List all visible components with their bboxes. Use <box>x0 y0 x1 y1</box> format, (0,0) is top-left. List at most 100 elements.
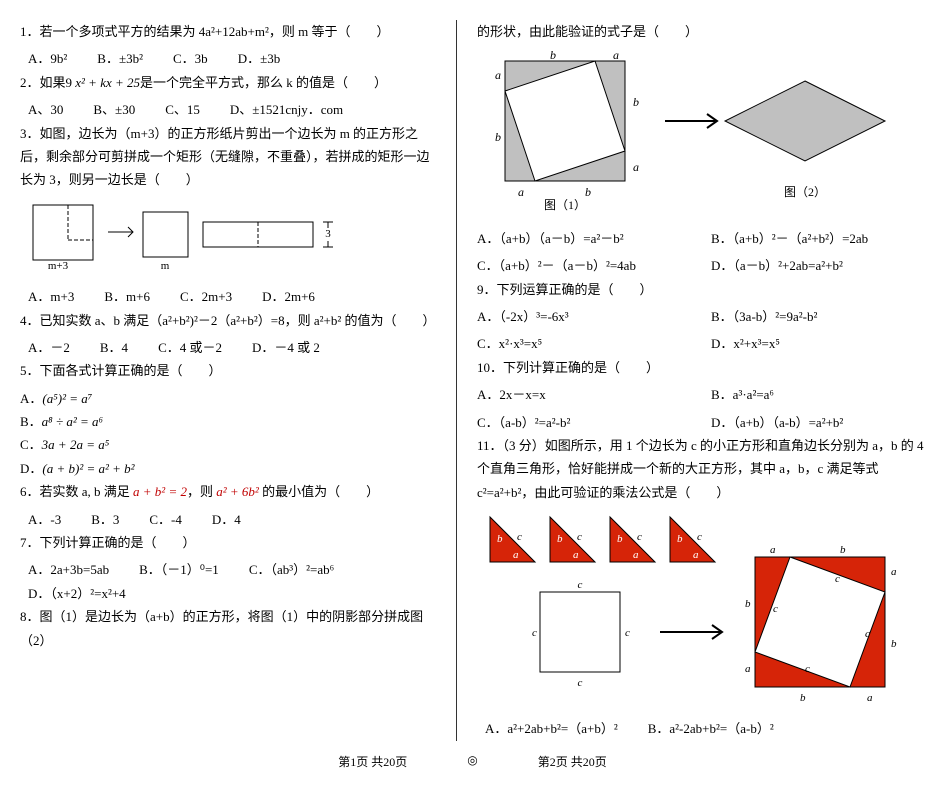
q6-options: A．-3 B．3 C．-4 D．4 <box>28 508 436 531</box>
q9-text: 9．下列运算正确的是（ ） <box>477 278 925 301</box>
q9-opt-a: A．（-2x）³=-6x³ <box>477 305 691 328</box>
svg-text:c: c <box>697 531 702 543</box>
q1-opt-c: C．3b <box>173 47 208 70</box>
q6-opt-c: C．-4 <box>149 508 182 531</box>
svg-text:b: b <box>585 185 591 199</box>
svg-text:a: a <box>867 692 873 702</box>
q7-opt-b: B．（－1）⁰=1 <box>139 558 219 581</box>
q8-options: A．（a+b）（a－b）=a²－b² B．（a+b）²－（a²+b²）=2ab … <box>477 227 925 278</box>
q4-opt-a: A．－2 <box>28 336 70 359</box>
q3-opt-b: B．m+6 <box>104 285 150 308</box>
svg-text:b: b <box>891 638 897 650</box>
svg-text:a: a <box>891 566 897 578</box>
q8-continued: 的形状，由此能验证的式子是（ ） <box>477 20 925 43</box>
svg-text:c: c <box>865 628 870 640</box>
svg-text:a: a <box>745 663 751 675</box>
q2-options: A、30 B、±30 C、15 D、±1521cnjy．com <box>28 98 436 121</box>
q1-options: A．9b² B．±3b² C．3b D．±3b <box>28 47 436 70</box>
q8-figure: a b b a b a a b 图（1） 图（2） <box>485 51 925 218</box>
svg-text:c: c <box>532 627 537 639</box>
q7-text: 7．下列计算正确的是（ ） <box>20 531 436 554</box>
q1-text: 1．若一个多项式平方的结果为 4a²+12ab+m²，则 m 等于（ ） <box>20 20 436 43</box>
column-divider <box>456 20 457 741</box>
svg-text:b: b <box>617 533 623 545</box>
svg-text:c: c <box>835 573 840 585</box>
svg-text:b: b <box>497 533 503 545</box>
label-m: m <box>161 260 170 270</box>
q1-opt-d: D．±3b <box>238 47 281 70</box>
q11-opt-b: B．a²-2ab+b²=（a-b）² <box>648 717 774 740</box>
q2-text: 2．如果9 x² + kx + 25是一个完全平方式，那么 k 的值是（ ） <box>20 71 436 94</box>
q11-figure: b a c b a c b a c b <box>485 512 925 709</box>
q5-text: 5．下面各式计算正确的是（ ） <box>20 359 436 382</box>
svg-text:a: a <box>518 185 524 199</box>
q8-text: 8．图（1）是边长为（a+b）的正方形，将图（1）中的阴影部分拼成图（2） <box>20 605 436 652</box>
svg-text:b: b <box>745 598 751 610</box>
q6-text: 6．若实数 a, b 满足 a + b² = 2，则 a² + 6b² 的最小值… <box>20 480 436 503</box>
svg-text:a: a <box>613 51 619 62</box>
svg-text:a: a <box>770 544 776 556</box>
q5-opt-a: A．(a⁵)² = a⁷ <box>20 387 436 410</box>
q7-opt-c: C．（ab³）²=ab⁶ <box>249 558 334 581</box>
footer-left: 第1页 共20页 <box>20 753 467 770</box>
q1-opt-b: B．±3b² <box>97 47 143 70</box>
q4-opt-c: C．4 或－2 <box>158 336 222 359</box>
q5-opt-c: C．3a + 2a = a⁵ <box>20 433 436 456</box>
svg-text:b: b <box>677 533 683 545</box>
label-3: 3 <box>325 228 331 240</box>
label-m3: m+3 <box>48 260 69 270</box>
q7-opt-d: D．（x+2）²=x²+4 <box>28 582 126 605</box>
svg-text:c: c <box>625 627 630 639</box>
svg-text:a: a <box>693 549 699 561</box>
q10-opt-d: D．（a+b）（a-b）=a²+b² <box>711 411 925 434</box>
q11-opt-a: A．a²+2ab+b²=（a+b）² <box>485 717 618 740</box>
q3-figure: m+3 m 3 <box>28 200 436 277</box>
svg-text:a: a <box>633 160 639 174</box>
svg-text:c: c <box>805 663 810 675</box>
footer-right: 第2页 共20页 <box>478 753 925 770</box>
svg-text:b: b <box>495 130 501 144</box>
svg-text:a: a <box>495 68 501 82</box>
q8-opt-b: B．（a+b）²－（a²+b²）=2ab <box>711 227 925 250</box>
q11-text: 11．（3 分）如图所示，用 1 个边长为 c 的小正方形和直角边长分别为 a，… <box>477 434 925 504</box>
svg-text:图（1）: 图（1） <box>544 198 586 211</box>
q9-opt-d: D．x²+x³=x⁵ <box>711 332 925 355</box>
q5-opt-b: B．a⁸ ÷ a² = a⁶ <box>20 410 436 433</box>
svg-text:图（2）: 图（2） <box>784 185 826 199</box>
q10-opt-b: B．a³·a²=a⁶ <box>711 383 925 406</box>
q8-opt-d: D．（a－b）²+2ab=a²+b² <box>711 254 925 277</box>
q11-options: A．a²+2ab+b²=（a+b）² B．a²-2ab+b²=（a-b）² <box>485 717 925 740</box>
svg-text:a: a <box>513 549 519 561</box>
q10-opt-c: C．（a-b）²=a²-b² <box>477 411 691 434</box>
svg-text:c: c <box>578 579 583 591</box>
footer-mid: ◎ <box>467 753 477 770</box>
svg-text:b: b <box>550 51 556 62</box>
svg-text:c: c <box>578 677 583 689</box>
svg-text:c: c <box>637 531 642 543</box>
svg-text:c: c <box>517 531 522 543</box>
q3-svg: m+3 m 3 <box>28 200 358 270</box>
q10-text: 10．下列计算正确的是（ ） <box>477 356 925 379</box>
q3-opt-a: A．m+3 <box>28 285 74 308</box>
q2-opt-c: C、15 <box>165 98 200 121</box>
q8-opt-a: A．（a+b）（a－b）=a²－b² <box>477 227 691 250</box>
q7-opt-a: A．2a+3b=5ab <box>28 558 109 581</box>
q1-opt-a: A．9b² <box>28 47 67 70</box>
svg-text:b: b <box>557 533 563 545</box>
q9-opt-c: C．x²·x³=x⁵ <box>477 332 691 355</box>
svg-text:a: a <box>573 549 579 561</box>
q3-opt-d: D．2m+6 <box>262 285 315 308</box>
q3-options: A．m+3 B．m+6 C．2m+3 D．2m+6 <box>28 285 436 308</box>
svg-text:c: c <box>577 531 582 543</box>
q8-opt-c: C．（a+b）²－（a－b）²=4ab <box>477 254 691 277</box>
q6-opt-a: A．-3 <box>28 508 61 531</box>
q4-options: A．－2 B．4 C．4 或－2 D．－4 或 2 <box>28 336 436 359</box>
q4-opt-b: B．4 <box>100 336 128 359</box>
q9-opt-b: B．（3a-b）²=9a²-b² <box>711 305 925 328</box>
right-column: 的形状，由此能验证的式子是（ ） a b b a b a a b 图（1） <box>477 20 925 741</box>
q8-svg: a b b a b a a b 图（1） 图（2） <box>485 51 905 211</box>
svg-text:b: b <box>800 692 806 702</box>
q4-opt-d: D．－4 或 2 <box>252 336 320 359</box>
q3-text: 3．如图，边长为（m+3）的正方形纸片剪出一个边长为 m 的正方形之后，剩余部分… <box>20 122 436 192</box>
q2-opt-a: A、30 <box>28 98 63 121</box>
